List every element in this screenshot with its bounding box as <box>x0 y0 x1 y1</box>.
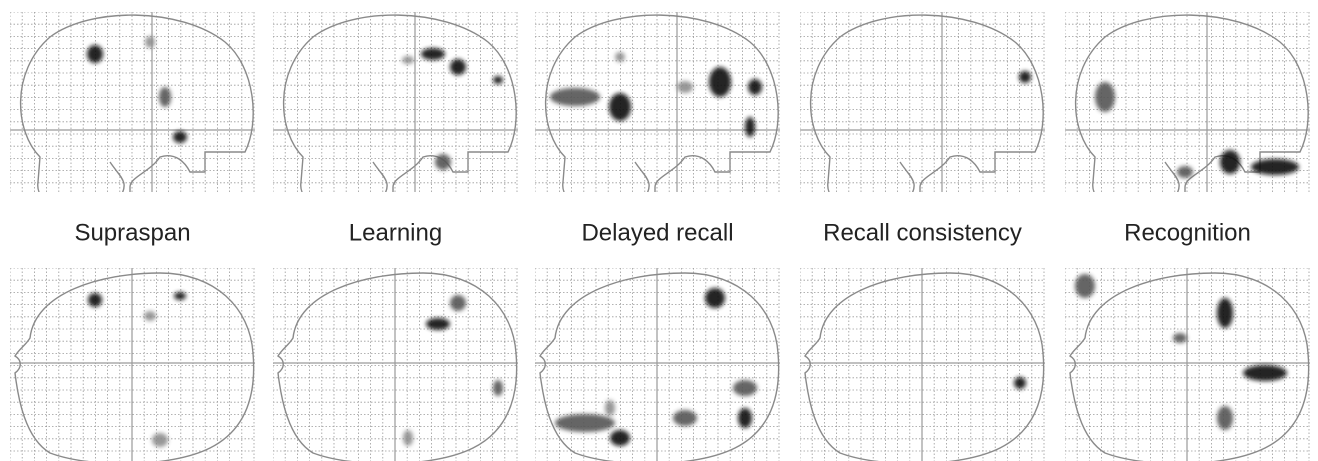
activation-blob <box>605 400 615 416</box>
activation-blob <box>1243 365 1287 381</box>
brain-outline <box>540 273 779 461</box>
activation-blob <box>402 56 414 64</box>
brain-outline <box>284 15 517 217</box>
axial-panel <box>273 268 518 461</box>
activation-blob <box>609 93 631 121</box>
axial-panel <box>10 268 255 461</box>
panel-label: Delayed recall <box>581 219 733 246</box>
panel-body <box>1065 12 1310 217</box>
brain-outline <box>1076 15 1309 217</box>
activation-blob <box>610 430 630 446</box>
brain-outline <box>278 273 517 461</box>
activation-blob <box>174 292 186 300</box>
figure: Supraspan Learning Delayed recall Recall co… <box>0 0 1318 461</box>
panel-body <box>535 12 780 217</box>
activation-blob <box>403 430 413 446</box>
activation-blob <box>1217 298 1233 328</box>
activation-blob <box>1095 82 1115 112</box>
activation-blob <box>421 48 445 60</box>
panel-body <box>1065 268 1310 461</box>
activation-blob <box>1220 150 1240 174</box>
activation-blob <box>435 154 451 170</box>
sagittal-panel <box>1065 12 1310 217</box>
brain-outline <box>546 15 779 217</box>
activation-blob <box>173 131 187 143</box>
activation-blob <box>705 288 725 308</box>
axial-panel <box>535 268 780 461</box>
activation-blob <box>493 380 503 396</box>
activation-blob <box>738 408 752 428</box>
activation-blob <box>450 295 466 311</box>
activation-blob <box>1014 377 1026 389</box>
axial-panel <box>1065 268 1310 461</box>
panel-label: Recognition <box>1124 219 1251 246</box>
activation-blob <box>1019 71 1031 83</box>
activation-blob <box>88 293 102 307</box>
brain-outline <box>805 273 1044 461</box>
panel-body <box>10 268 255 461</box>
activation-blob <box>673 410 697 426</box>
activation-blob <box>615 52 625 62</box>
panel-body <box>273 12 518 217</box>
activation-blob <box>145 36 155 48</box>
activation-blob <box>1177 166 1193 178</box>
activation-blob <box>555 414 615 432</box>
activation-blob <box>152 433 168 447</box>
activation-blob <box>550 88 600 106</box>
activation-blob <box>677 81 693 93</box>
activation-blob <box>426 318 450 330</box>
panel-body <box>800 268 1045 461</box>
panel-body <box>273 268 518 461</box>
brain-outline <box>21 15 254 217</box>
activation-blob <box>745 117 755 137</box>
activation-blob <box>144 311 156 321</box>
brain-outline <box>15 273 254 461</box>
activation-blob <box>1217 406 1233 430</box>
panel-body <box>535 268 780 461</box>
sagittal-panel <box>10 12 255 217</box>
activation-blob <box>87 45 103 63</box>
sagittal-panel <box>800 12 1045 217</box>
page: {"labels": ["Supraspan", "Learning", "De… <box>0 0 1318 461</box>
activation-blob <box>748 79 762 95</box>
axial-panel <box>800 268 1045 461</box>
activation-blob <box>1251 159 1299 175</box>
panel-label: Learning <box>349 219 442 246</box>
panel-label: Recall consistency <box>823 219 1022 246</box>
activation-blob <box>733 380 757 396</box>
sagittal-panel <box>273 12 518 217</box>
panel-body <box>10 12 255 217</box>
activation-blob <box>159 87 171 107</box>
panel-body <box>800 12 1045 217</box>
panel-label: Supraspan <box>74 219 190 246</box>
brain-outline <box>811 15 1044 217</box>
sagittal-panel <box>535 12 780 217</box>
activation-blob <box>450 59 466 75</box>
activation-blob <box>709 67 731 97</box>
activation-blob <box>1173 333 1187 343</box>
activation-blob <box>493 76 503 84</box>
activation-blob <box>1075 274 1095 298</box>
